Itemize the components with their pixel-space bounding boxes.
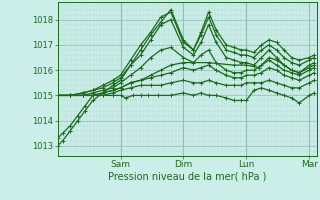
- X-axis label: Pression niveau de la mer( hPa ): Pression niveau de la mer( hPa ): [108, 172, 266, 182]
